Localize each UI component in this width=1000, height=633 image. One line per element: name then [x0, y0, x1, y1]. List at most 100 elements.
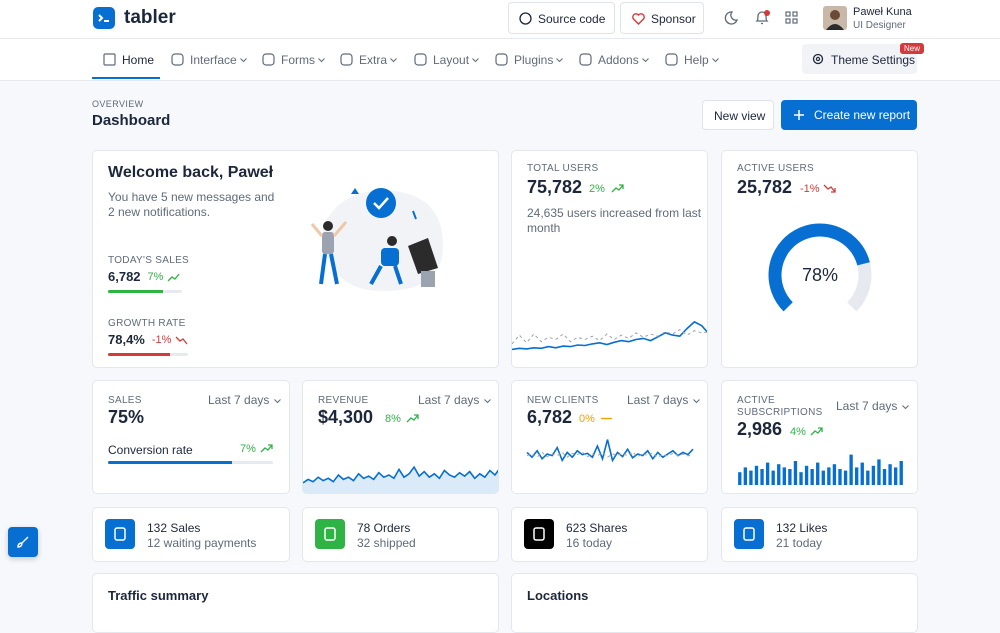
bar [749, 470, 753, 485]
area [303, 467, 498, 493]
card-label: REVENUE [318, 395, 369, 406]
trend-flat-icon [601, 417, 612, 420]
stat-subtitle: 16 today [566, 536, 613, 550]
nav-item[interactable]: Extra [359, 53, 388, 67]
apps-icon[interactable] [785, 11, 798, 24]
icon-bg [524, 519, 554, 549]
card-title: Traffic summary [108, 588, 209, 603]
trend-up-icon [260, 444, 273, 453]
metric-label: GROWTH RATE [108, 318, 186, 329]
button-label: Source code [538, 12, 606, 26]
button-label: Theme Settings [831, 53, 916, 67]
progress-track [108, 461, 273, 464]
active-users-card: ACTIVE USERS 25,782 -1% 78% [721, 150, 918, 368]
avatar[interactable] [823, 6, 847, 30]
nav-icon [103, 53, 116, 66]
button-label: New view [714, 109, 766, 123]
chevron-line [390, 58, 397, 63]
card-value: 75,782 [527, 177, 583, 197]
bar [877, 459, 881, 485]
chevron [641, 58, 649, 63]
nav-item[interactable]: Plugins [514, 53, 554, 67]
theme-settings-button[interactable]: Theme Settings [802, 44, 917, 74]
source-code-button[interactable]: Source code [508, 2, 615, 34]
bar [771, 470, 775, 485]
card-value: 75% [108, 407, 145, 427]
nav-item[interactable]: Layout [433, 53, 470, 67]
nav-item[interactable]: Forms [281, 53, 315, 67]
brand-name[interactable]: tabler [124, 7, 176, 28]
badge: New [900, 43, 925, 54]
bar [866, 470, 870, 485]
illustration [310, 188, 443, 291]
dark-mode-icon[interactable] [724, 11, 739, 25]
nav-item[interactable]: Addons [598, 53, 639, 67]
period-dropdown[interactable]: Last 7 days [836, 399, 898, 413]
stat-subtitle: 32 shipped [357, 536, 416, 550]
icon-glyph [324, 527, 336, 541]
notifications-icon[interactable] [754, 10, 770, 26]
icon-line [167, 273, 180, 282]
period-dropdown[interactable]: Last 7 days [627, 393, 689, 407]
card-value: 2,986 [737, 419, 783, 439]
stat-card: 132 Likes 21 today [721, 507, 918, 562]
chevron [472, 58, 479, 63]
icon-shape [665, 53, 678, 66]
pretitle: OVERVIEW [92, 99, 144, 109]
sparkline [303, 465, 498, 493]
chevron [484, 399, 492, 404]
period-dropdown[interactable]: Last 7 days [418, 393, 480, 407]
theme-customizer-button[interactable] [8, 527, 38, 557]
create-report-button[interactable]: Create new report [781, 100, 917, 130]
brush-icon [17, 536, 29, 548]
heart-icon [632, 13, 645, 25]
chevron [318, 58, 325, 63]
chevron-line [711, 58, 719, 63]
chevron [274, 399, 282, 404]
bar [799, 472, 803, 485]
brand-logo[interactable] [93, 7, 115, 29]
bar-sparkline [738, 454, 903, 485]
bar [821, 470, 825, 485]
progress-bar [108, 290, 163, 293]
bar [871, 465, 876, 485]
period-dropdown[interactable]: Last 7 days [208, 393, 270, 407]
nav-item[interactable]: Home [122, 53, 155, 67]
stat-icon [105, 519, 135, 549]
line [303, 465, 498, 484]
card-value: $4,300 [318, 407, 374, 427]
github-icon [519, 12, 532, 25]
card-title: Locations [527, 588, 589, 603]
chevron [711, 58, 719, 63]
stat-icon [315, 519, 345, 549]
card-text: 24,635 users increased from last month [527, 206, 702, 235]
active-subscriptions-card: ACTIVE SUBSCRIPTIONS Last 7 days 2,986 4… [721, 380, 918, 494]
gauge-label: 78% [802, 265, 838, 285]
bar [860, 462, 864, 485]
sponsor-button[interactable]: Sponsor [620, 2, 704, 34]
bar [754, 465, 759, 485]
nav-icon [414, 53, 427, 66]
plus-icon [794, 110, 804, 120]
chevron-line [556, 58, 564, 63]
card-label: SALES [108, 395, 142, 406]
nav-icon [495, 53, 508, 66]
stat-icon [734, 519, 764, 549]
trend-up-icon [167, 273, 180, 282]
gauge-value [768, 223, 870, 312]
card-value: 6,782 [527, 407, 573, 427]
new-clients-card: NEW CLIENTS Last 7 days 6,782 0% [511, 380, 708, 494]
bar [888, 464, 892, 485]
trend: 8% [385, 413, 401, 425]
bar [827, 467, 831, 485]
nav-item[interactable]: Interface [190, 53, 237, 67]
line [526, 439, 694, 463]
stat-icon [524, 519, 554, 549]
trend: -1% [151, 334, 172, 346]
bar [849, 454, 853, 485]
nav-item[interactable]: Help [684, 53, 709, 67]
revenue-card: REVENUE Last 7 days $4,300 8% [302, 380, 499, 494]
button-label: Create new report [814, 108, 911, 122]
new-view-button[interactable]: New view [702, 100, 774, 130]
sales-card: SALES Last 7 days 75% Conversion rate 7% [92, 380, 290, 494]
